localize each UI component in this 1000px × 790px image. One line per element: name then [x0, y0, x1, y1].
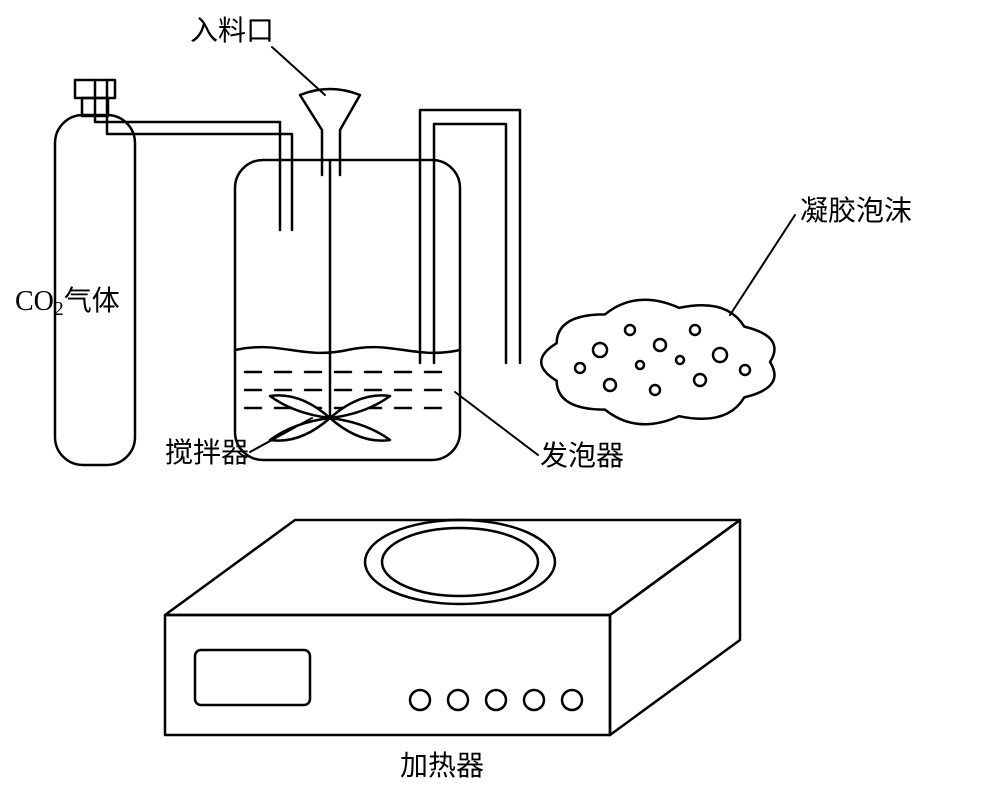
heater-knob [410, 690, 430, 710]
label-foamer: 发泡器 [540, 440, 624, 472]
heater-knob [524, 690, 544, 710]
co2-pipe [95, 80, 280, 230]
outlet-pipe [434, 124, 506, 363]
heater-front [165, 615, 610, 735]
leader-inlet [272, 47, 325, 95]
heater-side [610, 520, 740, 735]
stirrer-blade [330, 395, 390, 418]
label-heater: 加热器 [400, 750, 484, 782]
leader-foamer [455, 392, 538, 455]
label-stirrer: 搅拌器 [165, 437, 249, 469]
label-co2: CO2气体 [15, 285, 120, 320]
hotplate-outer [365, 520, 555, 604]
label-gel_foam: 凝胶泡沫 [800, 195, 912, 227]
foam-cloud [541, 300, 774, 425]
stirrer-blade [270, 395, 330, 418]
heater-knob [486, 690, 506, 710]
heater-knob [448, 690, 468, 710]
leader-gel_foam [730, 215, 795, 315]
stirrer-blade [330, 418, 390, 441]
heater-knob [562, 690, 582, 710]
heater-top [165, 520, 740, 615]
label-inlet: 入料口 [190, 15, 274, 47]
hotplate-inner [382, 528, 538, 596]
heater-display [195, 650, 310, 705]
liquid-surface [235, 347, 460, 353]
